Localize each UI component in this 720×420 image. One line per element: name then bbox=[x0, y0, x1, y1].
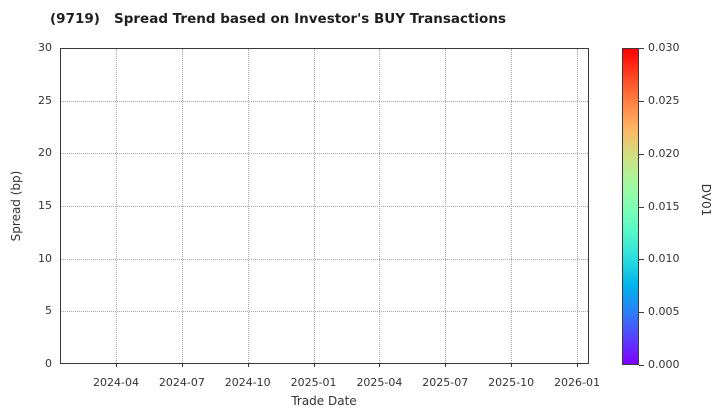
colorbar-tick-mark bbox=[639, 48, 644, 49]
gridline-horizontal bbox=[61, 206, 588, 207]
x-tick-label: 2025-07 bbox=[422, 376, 469, 389]
colorbar-tick-mark bbox=[639, 206, 644, 208]
x-tick-label: 2025-04 bbox=[356, 376, 403, 389]
colorbar-tick-label: 0.015 bbox=[648, 199, 680, 213]
chart-title: (9719) Spread Trend based on Investor's … bbox=[50, 11, 506, 27]
colorbar-tick-label: 0.000 bbox=[648, 358, 680, 371]
x-tick-label: 2024-07 bbox=[158, 376, 205, 389]
x-tick-mark bbox=[511, 364, 513, 367]
x-tick-mark bbox=[379, 364, 381, 367]
x-tick-mark bbox=[181, 364, 183, 367]
y-tick-label: 0 bbox=[45, 357, 52, 370]
colorbar-tick-mark bbox=[639, 259, 644, 261]
colorbar-tick-mark bbox=[639, 153, 644, 155]
x-tick-mark bbox=[445, 364, 447, 367]
colorbar-tick-label: 0.030 bbox=[648, 41, 680, 54]
x-tick-mark bbox=[247, 364, 249, 367]
colorbar-label: DV01 bbox=[699, 183, 713, 217]
colorbar-tick-label: 0.010 bbox=[648, 252, 680, 266]
x-axis-label: Trade Date bbox=[291, 394, 357, 408]
x-tick-mark bbox=[116, 364, 117, 367]
x-tick-label: 2024-10 bbox=[224, 376, 271, 389]
y-tick-label: 5 bbox=[45, 304, 52, 318]
x-tick-label: 2025-10 bbox=[488, 376, 535, 389]
gridline-horizontal bbox=[61, 153, 588, 155]
plot-area bbox=[60, 48, 589, 364]
colorbar-tick-label: 0.025 bbox=[648, 93, 680, 107]
gridline-horizontal bbox=[61, 311, 588, 313]
x-tick-label: 2025-01 bbox=[290, 376, 337, 389]
y-tick-label: 15 bbox=[38, 199, 52, 212]
y-tick-label: 30 bbox=[38, 41, 52, 54]
colorbar-tick-label: 0.005 bbox=[648, 305, 680, 319]
y-tick-label: 20 bbox=[38, 146, 52, 160]
colorbar-tick-mark bbox=[639, 365, 644, 366]
colorbar-tick-label: 0.020 bbox=[648, 146, 680, 160]
colorbar-tick-mark bbox=[639, 312, 644, 314]
x-tick-label: 2026-01 bbox=[554, 376, 600, 389]
colorbar-tick-mark bbox=[639, 100, 644, 102]
y-tick-label: 25 bbox=[38, 93, 52, 107]
gridline-horizontal bbox=[61, 100, 588, 102]
y-tick-label: 10 bbox=[38, 251, 52, 265]
x-tick-label: 2024-04 bbox=[93, 376, 139, 389]
gridline-horizontal bbox=[61, 258, 588, 260]
x-tick-mark bbox=[313, 364, 315, 367]
colorbar bbox=[622, 48, 639, 365]
x-tick-mark bbox=[576, 364, 578, 367]
